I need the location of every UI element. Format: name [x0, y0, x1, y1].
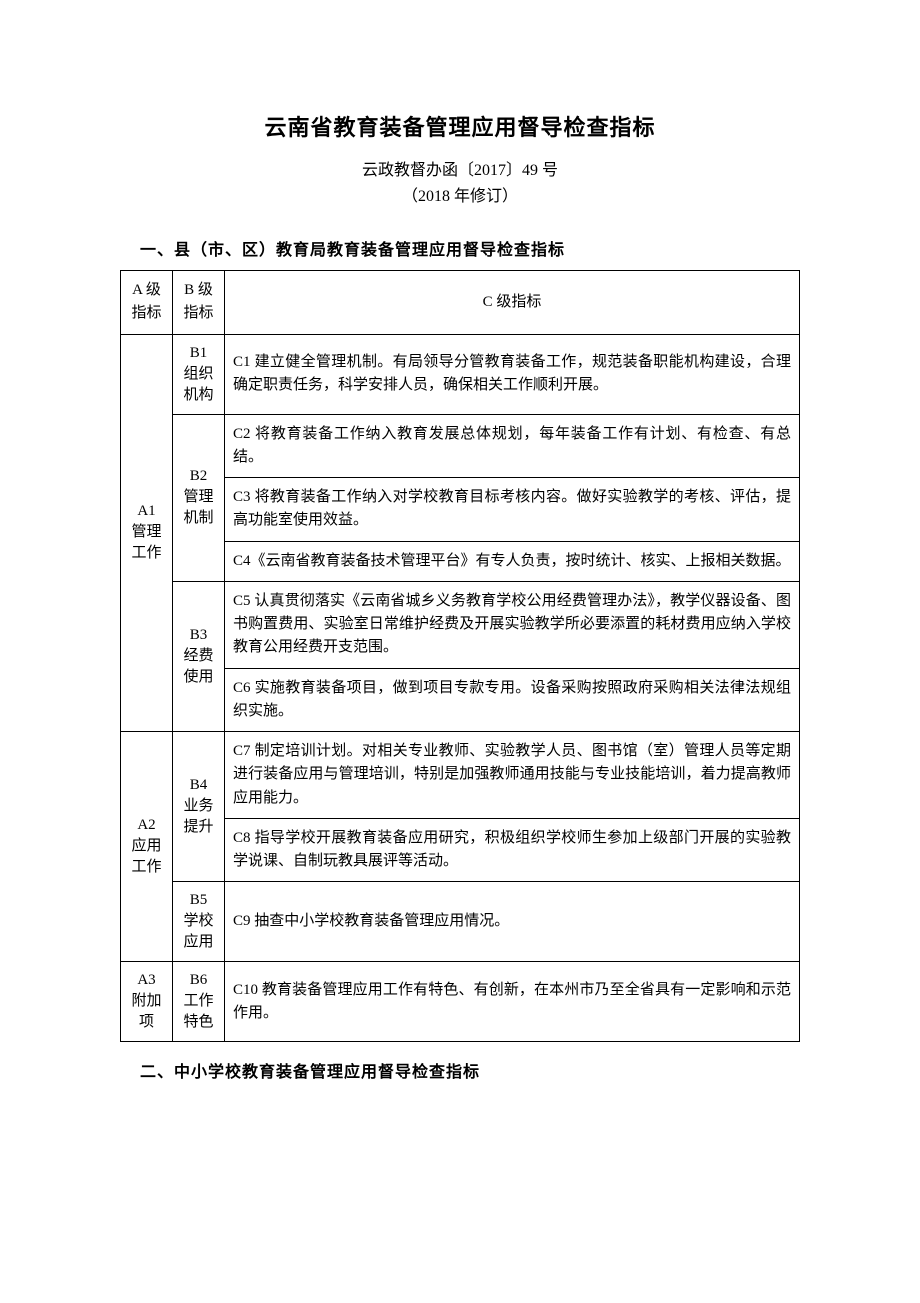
cell-b-level: B6工作特色: [173, 962, 225, 1042]
table-header-row: A 级指标 B 级指标 C 级指标: [121, 271, 800, 335]
header-a: A 级指标: [121, 271, 173, 335]
cell-c-level: C6 实施教育装备项目，做到项目专款专用。设备采购按照政府采购相关法律法规组织实…: [225, 668, 800, 732]
cell-a-level: A2应用工作: [121, 732, 173, 962]
cell-c-level: C9 抽查中小学校教育装备管理应用情况。: [225, 882, 800, 962]
cell-c-level: C3 将教育装备工作纳入对学校教育目标考核内容。做好实验教学的考核、评估，提高功…: [225, 478, 800, 542]
cell-a-level: A3附加项: [121, 962, 173, 1042]
cell-b-level: B3经费使用: [173, 581, 225, 731]
cell-c-level: C4《云南省教育装备技术管理平台》有专人负责，按时统计、核实、上报相关数据。: [225, 541, 800, 581]
header-b: B 级指标: [173, 271, 225, 335]
revision-note: （2018 年修订）: [120, 182, 800, 206]
section-2-heading: 二、中小学校教育装备管理应用督导检查指标: [140, 1058, 800, 1082]
indicators-table: A 级指标 B 级指标 C 级指标 A1管理工作B1组织机构C1 建立健全管理机…: [120, 270, 800, 1042]
table-row: B2管理机制C2 将教育装备工作纳入教育发展总体规划，每年装备工作有计划、有检查…: [121, 414, 800, 478]
table-row: B3经费使用C5 认真贯彻落实《云南省城乡义务教育学校公用经费管理办法》，教学仪…: [121, 581, 800, 668]
header-c: C 级指标: [225, 271, 800, 335]
cell-c-level: C2 将教育装备工作纳入教育发展总体规划，每年装备工作有计划、有检查、有总结。: [225, 414, 800, 478]
cell-b-level: B1组织机构: [173, 334, 225, 414]
table-row: A2应用工作B4业务提升C7 制定培训计划。对相关专业教师、实验教学人员、图书馆…: [121, 732, 800, 819]
cell-c-level: C7 制定培训计划。对相关专业教师、实验教学人员、图书馆（室）管理人员等定期进行…: [225, 732, 800, 819]
section-1-heading: 一、县（市、区）教育局教育装备管理应用督导检查指标: [140, 236, 800, 260]
cell-b-level: B2管理机制: [173, 414, 225, 581]
document-page: 云南省教育装备管理应用督导检查指标 云政教督办函〔2017〕49 号 （2018…: [0, 0, 920, 1152]
cell-c-level: C8 指导学校开展教育装备应用研究，积极组织学校师生参加上级部门开展的实验教学说…: [225, 818, 800, 882]
cell-a-level: A1管理工作: [121, 334, 173, 732]
document-title: 云南省教育装备管理应用督导检查指标: [120, 110, 800, 142]
cell-c-level: C5 认真贯彻落实《云南省城乡义务教育学校公用经费管理办法》，教学仪器设备、图书…: [225, 581, 800, 668]
cell-b-level: B5学校应用: [173, 882, 225, 962]
cell-b-level: B4业务提升: [173, 732, 225, 882]
cell-c-level: C10 教育装备管理应用工作有特色、有创新，在本州市乃至全省具有一定影响和示范作…: [225, 962, 800, 1042]
cell-c-level: C1 建立健全管理机制。有局领导分管教育装备工作，规范装备职能机构建设，合理确定…: [225, 334, 800, 414]
document-number: 云政教督办函〔2017〕49 号: [120, 156, 800, 180]
table-row: B5学校应用C9 抽查中小学校教育装备管理应用情况。: [121, 882, 800, 962]
table-row: A1管理工作B1组织机构C1 建立健全管理机制。有局领导分管教育装备工作，规范装…: [121, 334, 800, 414]
table-row: A3附加项B6工作特色C10 教育装备管理应用工作有特色、有创新，在本州市乃至全…: [121, 962, 800, 1042]
